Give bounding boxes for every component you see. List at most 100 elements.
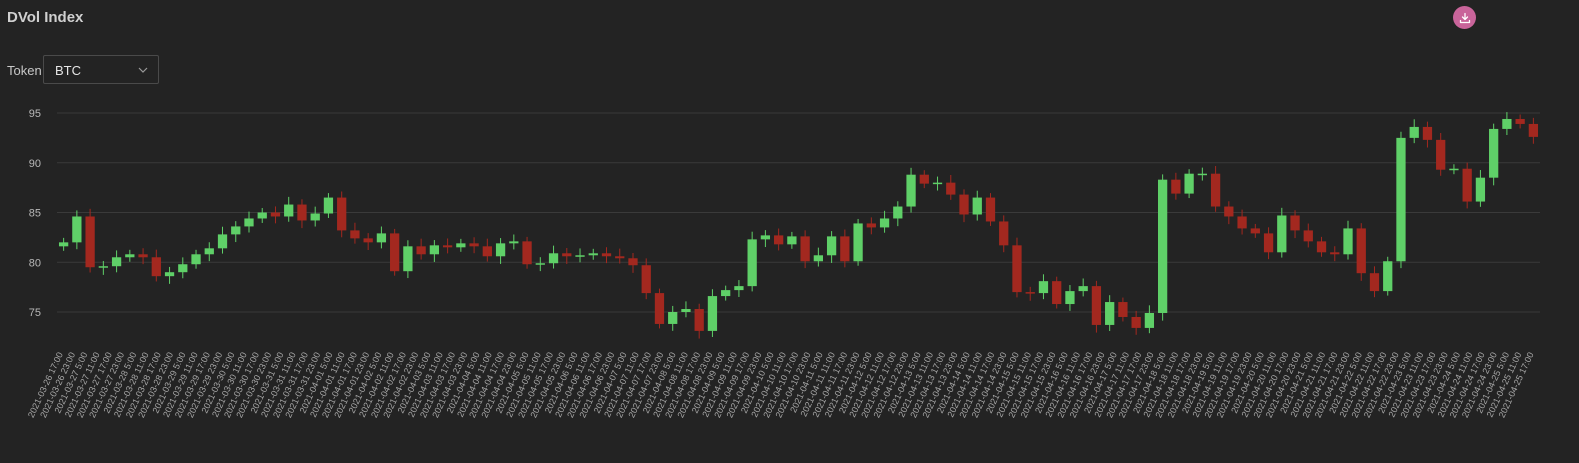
page-title: DVol Index bbox=[7, 9, 84, 26]
candle-body bbox=[1157, 179, 1168, 313]
candle-body bbox=[376, 233, 387, 243]
candle-body bbox=[416, 246, 426, 255]
candle-body bbox=[1091, 286, 1102, 325]
candle-body bbox=[1528, 123, 1539, 137]
candle-body bbox=[588, 253, 598, 256]
candle-body bbox=[562, 253, 572, 257]
candle-body bbox=[1197, 173, 1207, 176]
token-select[interactable]: BTC bbox=[43, 55, 159, 84]
candle-body bbox=[866, 223, 876, 228]
candle-body bbox=[125, 254, 135, 258]
candle-body bbox=[257, 212, 267, 219]
candle-body bbox=[522, 241, 532, 265]
y-tick-label: 85 bbox=[29, 208, 41, 220]
candle-body bbox=[495, 243, 506, 257]
candle-body bbox=[721, 290, 731, 297]
candle-body bbox=[1422, 126, 1433, 140]
candle-body bbox=[1502, 118, 1512, 129]
download-icon bbox=[1459, 12, 1470, 23]
candle-body bbox=[668, 312, 678, 324]
y-tick-label: 75 bbox=[29, 307, 41, 319]
candle-body bbox=[297, 204, 307, 221]
candle-body bbox=[442, 245, 453, 248]
candle-body bbox=[482, 246, 492, 257]
candle-body bbox=[138, 254, 148, 258]
token-selected-value: BTC bbox=[55, 63, 81, 78]
candle-body bbox=[204, 248, 214, 255]
candle-body bbox=[959, 194, 969, 215]
y-tick-label: 95 bbox=[29, 108, 41, 120]
candle-body bbox=[244, 218, 254, 227]
candle-body bbox=[1356, 228, 1366, 274]
candle-body bbox=[270, 212, 281, 217]
candle-body bbox=[919, 174, 929, 184]
candle-body bbox=[1316, 241, 1327, 253]
candle-body bbox=[403, 246, 413, 272]
candle-body bbox=[1383, 261, 1393, 292]
candle-body bbox=[1263, 233, 1274, 253]
candle-body bbox=[1131, 316, 1141, 328]
candle-body bbox=[1171, 179, 1181, 194]
candle-body bbox=[1330, 252, 1340, 255]
candle-body bbox=[641, 265, 651, 294]
token-label: Token bbox=[7, 63, 42, 78]
candle-body bbox=[932, 182, 943, 185]
candle-body bbox=[972, 197, 982, 215]
candle-body bbox=[72, 216, 82, 243]
candle-body bbox=[906, 174, 916, 207]
candle-body bbox=[231, 226, 241, 235]
candle-body bbox=[217, 234, 228, 249]
candle-body bbox=[681, 309, 691, 312]
candle-body bbox=[350, 230, 360, 239]
candle-body bbox=[164, 272, 175, 277]
candle-body bbox=[151, 257, 161, 277]
candle-body bbox=[1436, 139, 1446, 170]
candle-body bbox=[535, 263, 545, 265]
candle-body bbox=[694, 309, 704, 331]
candle-body bbox=[1409, 126, 1419, 138]
candle-body bbox=[946, 182, 956, 195]
candle-body bbox=[191, 254, 201, 265]
candle-body bbox=[615, 256, 625, 259]
y-tick-label: 90 bbox=[29, 158, 41, 170]
candle-body bbox=[1290, 215, 1300, 231]
candle-body bbox=[734, 286, 744, 291]
candle-body bbox=[879, 218, 890, 228]
candle-body bbox=[1078, 286, 1088, 292]
candle-body bbox=[1343, 228, 1353, 255]
candle-body bbox=[1065, 291, 1075, 305]
candle-body bbox=[469, 243, 479, 247]
candle-body bbox=[1224, 206, 1234, 217]
candle-body bbox=[323, 197, 334, 214]
candle-body bbox=[1025, 292, 1035, 294]
candle-body bbox=[1449, 168, 1459, 171]
candle-body bbox=[1515, 118, 1525, 124]
candle-body bbox=[1475, 177, 1486, 202]
candle-body bbox=[1105, 302, 1115, 325]
candle-body bbox=[654, 293, 665, 324]
candle-body bbox=[760, 235, 771, 240]
candle-body bbox=[1144, 312, 1155, 328]
candle-body bbox=[1052, 281, 1062, 305]
candle-body bbox=[1277, 215, 1287, 253]
candle-body bbox=[363, 238, 373, 243]
candle-body bbox=[1303, 230, 1313, 242]
candle-body bbox=[456, 243, 466, 248]
candle-body bbox=[1012, 245, 1022, 293]
candle-body bbox=[284, 204, 294, 217]
candle-body bbox=[999, 221, 1009, 246]
candle-body bbox=[985, 197, 996, 222]
candle-body bbox=[1210, 173, 1221, 207]
candle-body bbox=[774, 235, 784, 245]
candle-body bbox=[1250, 228, 1260, 234]
chevron-down-icon bbox=[138, 67, 148, 73]
candle-body bbox=[98, 266, 108, 268]
candle-body bbox=[111, 257, 122, 267]
download-button[interactable] bbox=[1453, 6, 1476, 29]
candle-body bbox=[628, 258, 638, 266]
candle-body bbox=[58, 242, 69, 247]
y-tick-label: 80 bbox=[29, 257, 41, 269]
candle-body bbox=[1038, 281, 1049, 294]
candle-body bbox=[826, 236, 837, 256]
